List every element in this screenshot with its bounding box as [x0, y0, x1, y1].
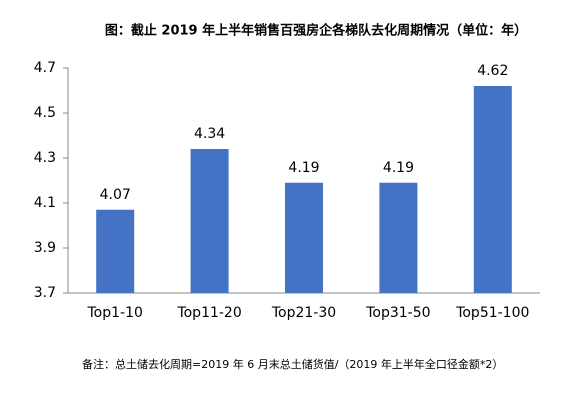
x-tick-label: Top31-50 — [365, 305, 430, 321]
y-tick-label: 4.1 — [34, 195, 56, 211]
x-tick-label: Top51-100 — [455, 305, 529, 321]
data-label: 4.62 — [477, 63, 508, 79]
chart-title: 图：截止 2019 年上半年销售百强房企各梯队去化周期情况（单位：年） — [105, 23, 527, 39]
y-tick-label: 4.3 — [34, 150, 56, 166]
x-tick-label: Top11-20 — [176, 305, 241, 321]
bar — [473, 86, 512, 293]
note: 备注：总土储去化周期=2019 年 6 月末总土储货值/（2019 年上半年全口… — [82, 357, 503, 371]
data-label: 4.07 — [100, 187, 131, 203]
bar — [379, 182, 418, 293]
y-tick-label: 4.5 — [34, 105, 56, 121]
data-label: 4.19 — [383, 160, 414, 176]
data-label: 4.34 — [194, 126, 225, 142]
x-tick-label: Top21-30 — [271, 305, 336, 321]
y-tick-label: 3.9 — [34, 240, 56, 256]
data-label: 4.19 — [288, 160, 319, 176]
bar — [190, 149, 229, 293]
y-tick-label: 3.7 — [34, 285, 56, 301]
bar — [285, 182, 323, 293]
bar — [96, 209, 135, 293]
x-tick-label: Top1-10 — [86, 305, 142, 321]
y-tick-label: 4.7 — [34, 60, 56, 76]
